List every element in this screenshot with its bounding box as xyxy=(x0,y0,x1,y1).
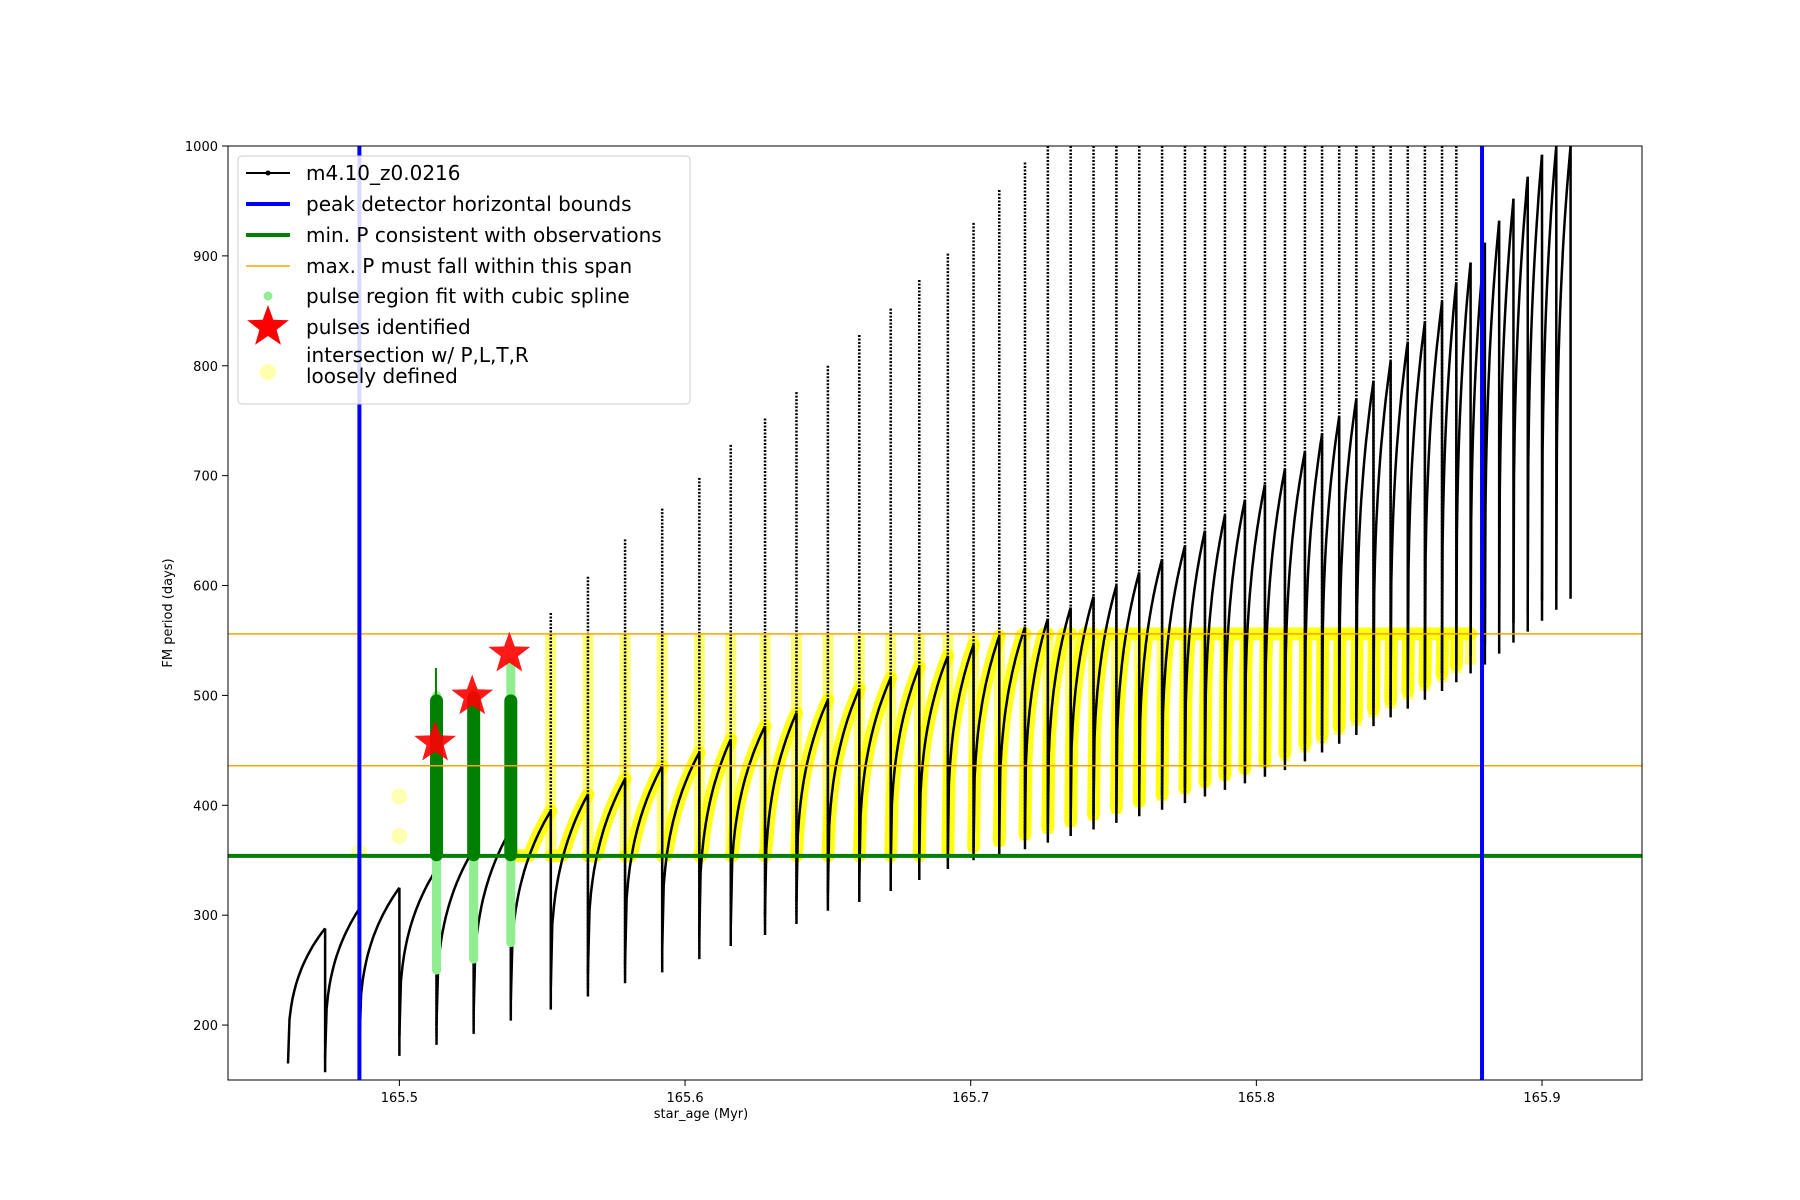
legend-label: peak detector horizontal bounds xyxy=(306,192,632,216)
intersection-dot xyxy=(391,788,408,805)
pulse-curve-segment xyxy=(1389,341,1410,700)
pulse-curve-segment xyxy=(1355,380,1375,718)
pulse-identified-star xyxy=(488,631,531,672)
x-tick-label: 165.5 xyxy=(381,1091,418,1106)
pulse-curve-segment xyxy=(1512,176,1529,623)
pulse-identified-star xyxy=(414,720,456,761)
pulse-curve-segment xyxy=(1337,398,1358,727)
y-tick-label: 900 xyxy=(193,250,218,265)
pulse-curve-segment xyxy=(286,927,327,1064)
pulse-curve-segment xyxy=(795,699,830,903)
legend-label: max. P must fall within this span xyxy=(306,254,632,278)
legend-label: intersection w/ P,L,T,R xyxy=(306,343,529,367)
x-tick-label: 165.7 xyxy=(952,1091,989,1106)
pulse-curve-segment xyxy=(1483,220,1501,645)
pulse-curve-segment xyxy=(826,688,861,894)
pulse-curve-segment xyxy=(918,655,950,861)
pulse-curve-segment xyxy=(358,886,401,1048)
legend-label: loosely defined xyxy=(306,364,458,388)
y-tick-label: 400 xyxy=(193,799,218,814)
legend-swatch-dot xyxy=(260,364,276,380)
pulse-curve-segment xyxy=(1263,468,1287,762)
pulse-curve-segment xyxy=(1555,146,1572,590)
legend-label: pulses identified xyxy=(306,315,471,339)
pulse-curve-segment xyxy=(1115,571,1141,808)
x-tick-label: 165.9 xyxy=(1523,1091,1560,1106)
pulse-curve-segment xyxy=(1283,451,1307,753)
pulse-curve-segment xyxy=(972,635,1001,848)
legend-swatch-dot xyxy=(263,291,273,301)
pulse-curve-segment xyxy=(623,765,664,964)
pulse-curve-segment xyxy=(1223,499,1247,775)
pulse-curve-segment xyxy=(1160,545,1187,795)
pulse-curve-segment xyxy=(1423,301,1444,683)
pulse-curve-segment xyxy=(998,626,1027,841)
y-tick-label: 700 xyxy=(193,470,218,485)
axis-ticks: 165.5 165.6 165.7 165.8 165.9 200 300 400 500 600… xyxy=(185,140,1561,1106)
x-axis-label: star_age (Myr) xyxy=(654,1107,748,1122)
legend-swatch-marker xyxy=(265,170,271,176)
axes-frame xyxy=(227,145,1643,1081)
pulse-curve-segment xyxy=(660,752,701,951)
pulse-curve-segment xyxy=(1497,198,1515,634)
legend-label: m4.10_z0.0216 xyxy=(306,161,461,185)
legend-box xyxy=(237,155,691,405)
pulse-curve-segment xyxy=(586,778,627,975)
legend-label: min. P consistent with observations xyxy=(306,223,662,247)
pulse-curve-segment xyxy=(1526,154,1544,612)
pulse-curve-segment xyxy=(889,666,921,872)
pulse-curve-segment xyxy=(1092,585,1118,815)
intersection-dot xyxy=(391,828,408,845)
pulse-curve-segment xyxy=(1023,618,1050,834)
plot-area xyxy=(228,146,1642,1080)
y-tick-label: 600 xyxy=(193,580,218,595)
legend-label: pulse region fit with cubic spline xyxy=(306,284,630,308)
x-tick-label: 165.6 xyxy=(666,1091,703,1106)
pulse-curve-segment xyxy=(858,677,892,883)
pulse-curve-segment xyxy=(729,725,767,927)
pulse-curve-segment xyxy=(398,868,438,1037)
y-tick-label: 1000 xyxy=(185,140,218,155)
pulse-curve-segment xyxy=(1406,321,1427,692)
x-tick-label: 165.8 xyxy=(1238,1091,1275,1106)
pulse-curve-segment xyxy=(1540,146,1558,601)
legend-swatch-star xyxy=(247,305,289,345)
pulse-curve-segment xyxy=(1320,416,1341,736)
pulse-curve-segment xyxy=(1046,607,1072,828)
pulse-curve-segment xyxy=(1243,484,1267,768)
y-tick-label: 800 xyxy=(193,360,218,375)
y-tick-label: 500 xyxy=(193,689,218,704)
pulse-curve-segment xyxy=(509,810,552,1001)
pulse-curve-segment xyxy=(549,793,590,988)
pulse-identified-star xyxy=(451,674,494,715)
pulse-curve-segment xyxy=(763,712,798,916)
y-tick-label: 200 xyxy=(193,1019,218,1034)
pulse-curve-segment xyxy=(1455,262,1472,665)
y-axis-label: FM period (days) xyxy=(161,558,176,667)
pulse-curve-segment xyxy=(1372,361,1392,709)
pulse-curve-segment xyxy=(435,848,475,1026)
pulse-curve-segment xyxy=(946,644,975,852)
pulse-curve-segment xyxy=(1303,433,1324,744)
pulse-curve-segment xyxy=(1069,596,1095,821)
pulse-curve-segment xyxy=(1137,558,1164,801)
pulse-curve-segment xyxy=(698,738,732,938)
y-tick-label: 300 xyxy=(193,909,218,924)
model-curve xyxy=(286,146,1572,1073)
pulse-curve-segment xyxy=(1183,530,1207,788)
pulse-curve-segment xyxy=(323,907,361,1059)
pulse-curve-segment xyxy=(1440,282,1458,674)
pulse-curve-segment xyxy=(1203,514,1227,782)
